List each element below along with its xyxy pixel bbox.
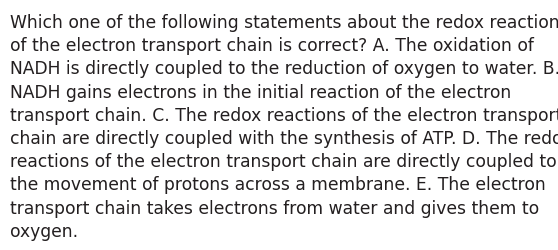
Text: reactions of the electron transport chain are directly coupled to: reactions of the electron transport chai… [10,152,557,170]
Text: transport chain takes electrons from water and gives them to: transport chain takes electrons from wat… [10,199,539,217]
Text: NADH gains electrons in the initial reaction of the electron: NADH gains electrons in the initial reac… [10,83,511,101]
Text: Which one of the following statements about the redox reactions: Which one of the following statements ab… [10,14,558,32]
Text: of the electron transport chain is correct? A. The oxidation of: of the electron transport chain is corre… [10,37,534,55]
Text: NADH is directly coupled to the reduction of oxygen to water. B.: NADH is directly coupled to the reductio… [10,60,558,78]
Text: the movement of protons across a membrane. E. The electron: the movement of protons across a membran… [10,176,546,194]
Text: oxygen.: oxygen. [10,222,78,240]
Text: transport chain. C. The redox reactions of the electron transport: transport chain. C. The redox reactions … [10,106,558,124]
Text: chain are directly coupled with the synthesis of ATP. D. The redox: chain are directly coupled with the synt… [10,130,558,148]
